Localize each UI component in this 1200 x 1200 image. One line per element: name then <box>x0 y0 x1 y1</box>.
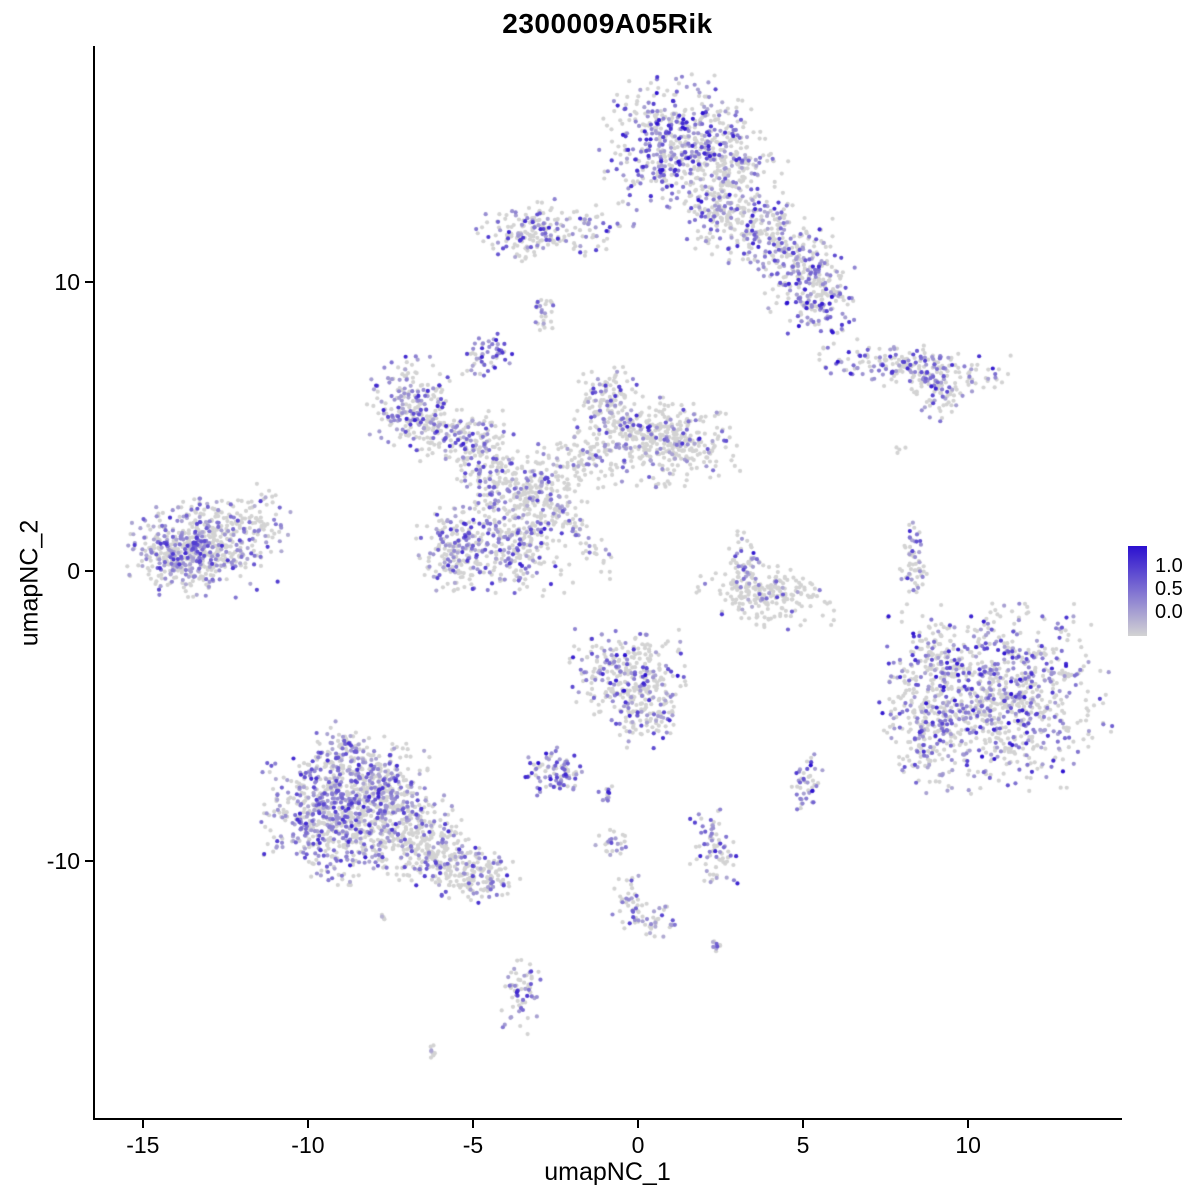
plot-area <box>95 48 1120 1118</box>
legend-label-high: 1.0 <box>1155 555 1183 577</box>
x-tick-mark <box>141 1120 144 1128</box>
x-axis-line <box>93 1118 1122 1120</box>
legend-labels: 1.0 0.5 0.0 <box>1155 556 1183 622</box>
x-tick-label: 5 <box>796 1132 810 1158</box>
chart-title: 2300009A05Rik <box>502 8 713 39</box>
x-tick-mark <box>967 1120 970 1128</box>
x-tick-label: -10 <box>291 1132 325 1158</box>
y-tick-label: -10 <box>46 847 80 874</box>
x-tick-label: -15 <box>126 1132 160 1158</box>
x-axis-title: umapNC_1 <box>544 1158 671 1186</box>
x-tick-mark <box>471 1120 474 1128</box>
umap-scatter-canvas <box>95 48 1120 1118</box>
x-tick-mark <box>802 1120 805 1128</box>
x-tick-label: 10 <box>955 1132 981 1158</box>
y-tick-label: 0 <box>67 558 80 585</box>
legend-gradient-bar <box>1128 546 1147 636</box>
y-tick-label: 10 <box>54 269 80 296</box>
y-tick-mark <box>85 281 93 284</box>
color-legend: 1.0 0.5 0.0 <box>1128 546 1183 636</box>
legend-label-low: 0.0 <box>1155 601 1183 623</box>
x-tick-mark <box>637 1120 640 1128</box>
x-tick-label: -5 <box>462 1132 484 1158</box>
y-tick-mark <box>85 570 93 573</box>
x-tick-label: 0 <box>631 1132 645 1158</box>
y-tick-mark <box>85 859 93 862</box>
legend-label-mid: 0.5 <box>1155 578 1183 600</box>
x-tick-mark <box>306 1120 309 1128</box>
y-axis-line <box>93 46 95 1120</box>
